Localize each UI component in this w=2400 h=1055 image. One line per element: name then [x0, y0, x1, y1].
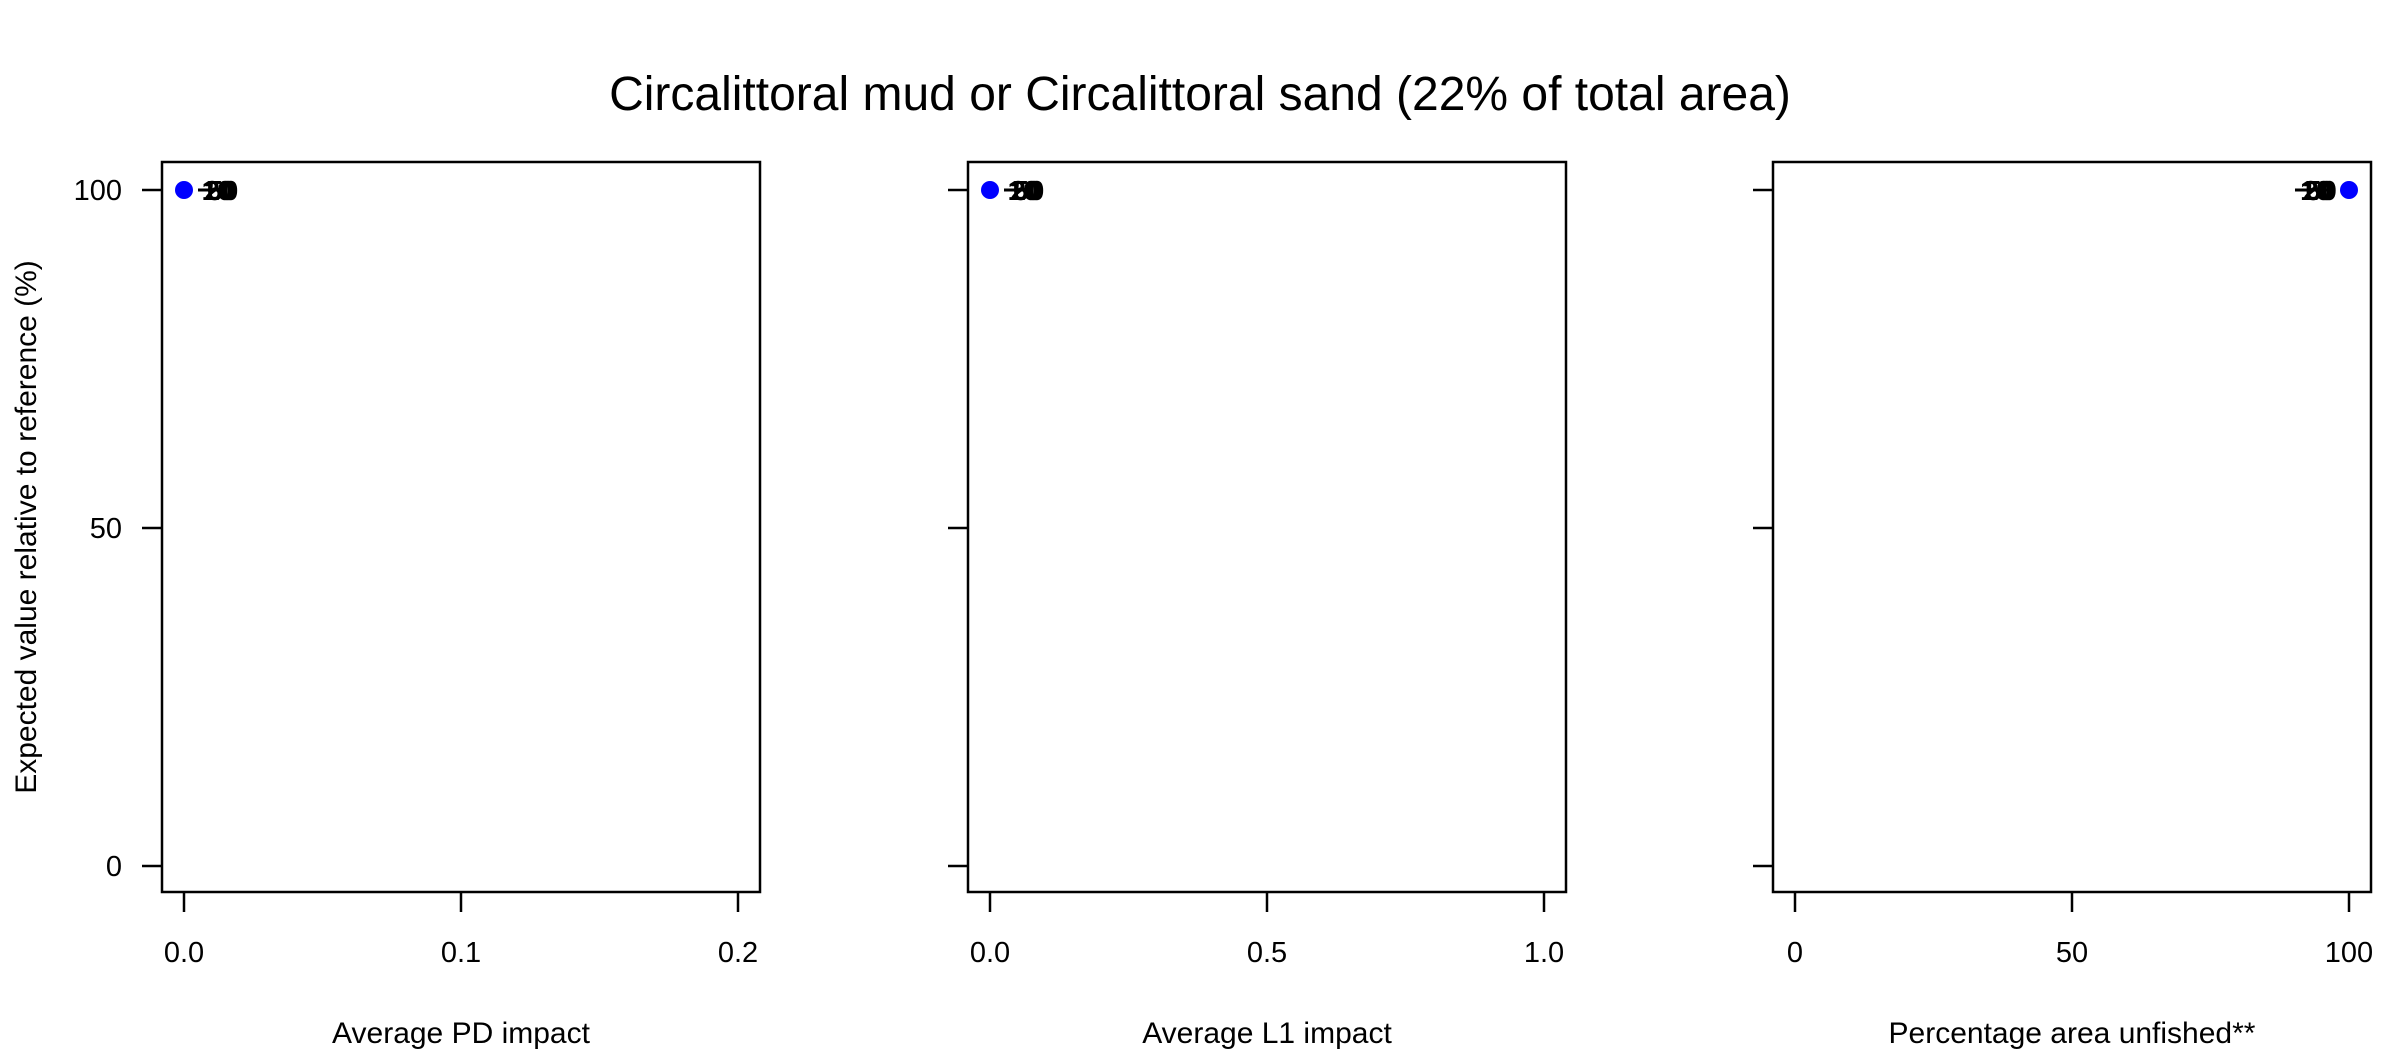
- plot-frame: [1771, 160, 2373, 894]
- x-tick-label: 50: [2056, 937, 2088, 969]
- y-tick-label: 100: [74, 175, 122, 207]
- data-point-label: 10: [202, 175, 233, 206]
- x-tick-label: 1.0: [1524, 937, 1564, 969]
- data-point-label: 20: [2303, 175, 2334, 206]
- x-tick-label: 0: [1787, 937, 1803, 969]
- x-tick-label: 100: [2325, 937, 2373, 969]
- data-point-label: 50: [2306, 175, 2337, 206]
- x-axis-title: Average PD impact: [332, 1017, 591, 1050]
- plot-frame: [160, 160, 762, 894]
- reference-point: [981, 181, 999, 199]
- x-tick-label: 0.0: [164, 937, 204, 969]
- x-tick-label: 0.5: [1247, 937, 1287, 969]
- y-axis-title: Expected value relative to reference (%): [10, 260, 43, 794]
- chart-title: Circalittoral mud or Circalittoral sand …: [609, 68, 1791, 121]
- x-tick-label: 0.0: [970, 937, 1010, 969]
- data-point-label: 50: [207, 175, 238, 206]
- y-tick-label: 0: [106, 851, 122, 883]
- y-tick-label: 50: [90, 513, 122, 545]
- data-point-label: 20: [204, 175, 235, 206]
- data-point-label: 10: [1008, 175, 1039, 206]
- data-point-label: 50: [1013, 175, 1044, 206]
- data-point-label: 5: [1013, 175, 1029, 206]
- x-tick-label: 0.1: [441, 937, 481, 969]
- reference-point: [2340, 181, 2358, 199]
- plot-frame: [966, 160, 1568, 894]
- data-point-label: 5: [2305, 175, 2321, 206]
- x-axis-title: Percentage area unfished**: [1889, 1017, 2256, 1050]
- reference-point: [175, 181, 193, 199]
- x-tick-label: 0.2: [718, 937, 758, 969]
- data-point-label: 5: [207, 175, 223, 206]
- data-point-label: 10: [2300, 175, 2331, 206]
- data-point-label: 20: [1010, 175, 1041, 206]
- x-axis-title: Average L1 impact: [1142, 1017, 1392, 1050]
